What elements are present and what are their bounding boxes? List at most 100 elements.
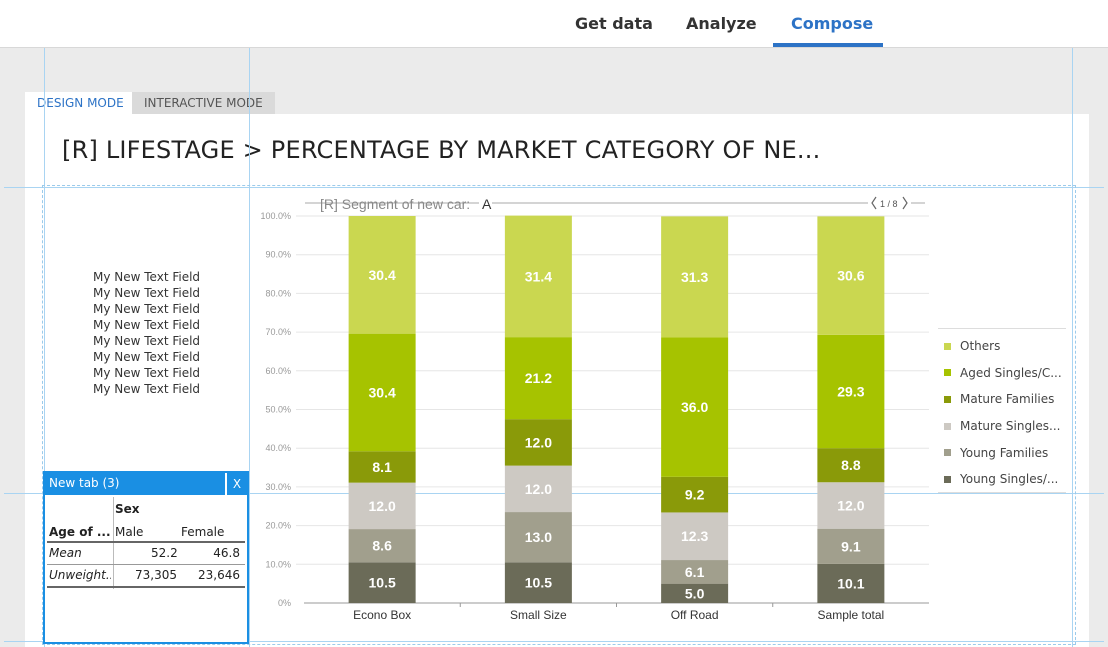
text-field-line: My New Text Field [93,382,201,396]
bar-segment[interactable] [817,563,885,603]
filter-value[interactable]: A [482,196,492,212]
bar-segment[interactable] [817,216,885,335]
data-label: 12.0 [525,434,552,450]
data-label: 10.5 [525,575,552,591]
filter-label: [R] Segment of new car: [320,196,470,212]
bar-segment[interactable] [504,419,572,466]
crosstab-row-label: Mean [49,546,82,560]
bar-segment[interactable] [348,529,416,563]
crosstab-rule [47,586,245,588]
layout-guide-vertical [44,48,45,647]
text-field-line: My New Text Field [93,318,201,332]
data-label: 9.1 [841,538,861,554]
text-field-line: My New Text Field [93,350,201,364]
tab-interactive-mode[interactable]: INTERACTIVE MODE [132,92,275,114]
data-label: 8.6 [372,538,392,554]
bar-segment[interactable] [817,334,885,449]
crosstab-rule [47,564,245,565]
page-title[interactable]: [R] LIFESTAGE > PERCENTAGE BY MARKET CAT… [62,136,821,164]
crosstab-col-header: Female [181,525,225,539]
crosstab-col-header: Male [115,525,144,539]
close-icon[interactable]: X [225,473,247,495]
data-label: 9.2 [685,487,705,503]
layout-guide-vertical [249,48,250,647]
bar-segment[interactable] [348,333,416,452]
bar-segment[interactable] [504,562,572,603]
bar-segment[interactable] [661,583,729,603]
legend-label: Others [960,339,1001,354]
legend-item[interactable]: Aged Singles/C... [938,360,1066,387]
selection-frame [42,185,1076,645]
data-label: 31.4 [525,268,552,284]
crosstab-rule [47,541,245,543]
y-tick-label: 20.0% [265,521,291,531]
crosstab-cell: 46.8 [213,546,240,560]
y-tick-label: 30.0% [265,482,291,492]
top-nav-bar: Get data Analyze Compose [0,0,1108,48]
legend-item[interactable]: Others [938,333,1066,360]
bar-segment[interactable] [817,482,885,529]
data-label: 6.1 [685,564,705,580]
bar-segment[interactable] [504,512,572,563]
legend-swatch [944,422,951,430]
crosstab-cell: 23,646 [198,568,240,582]
crosstab-divider [113,497,114,589]
bar-segment[interactable] [661,337,729,477]
data-label: 36.0 [681,399,708,415]
crosstab-row-label: Unweight... [49,568,111,582]
legend-label: Mature Families [960,392,1055,407]
y-tick-label: 90.0% [265,250,291,260]
x-category-label: Off Road [671,608,719,622]
tab-design-mode[interactable]: DESIGN MODE [25,92,136,114]
x-category-label: Econo Box [353,608,411,622]
nav-compose[interactable]: Compose [791,14,874,33]
data-label: 10.5 [369,575,396,591]
chevron-left-icon[interactable] [871,196,877,210]
nav-get-data[interactable]: Get data [575,14,653,33]
legend-item[interactable]: Young Families [938,439,1066,466]
data-label: 10.1 [837,575,864,591]
bar-segment[interactable] [348,562,416,603]
x-category-label: Sample total [818,608,885,622]
text-field-line: My New Text Field [93,270,201,284]
crosstab-widget[interactable]: New tab (3) X Sex Age of ... Male Female… [43,471,249,644]
bar-segment[interactable] [504,215,572,338]
legend-label: Aged Singles/C... [960,365,1062,380]
data-label: 30.6 [837,268,864,284]
bar-segment[interactable] [661,216,729,338]
bar-segment[interactable] [504,465,572,513]
text-field-line: My New Text Field [93,286,201,300]
bar-segment[interactable] [348,451,416,483]
legend-item[interactable]: Young Singles/... [938,466,1066,493]
y-tick-label: 10.0% [265,559,291,569]
bar-segment[interactable] [817,448,885,483]
data-label: 13.0 [525,529,552,545]
bar-segment[interactable] [661,560,729,584]
bar-segment[interactable] [661,476,729,513]
active-nav-indicator [773,43,883,47]
legend-swatch [944,395,951,403]
y-tick-label: 40.0% [265,443,291,453]
data-label: 8.1 [372,459,392,475]
y-tick-label: 100.0% [260,211,291,221]
bar-segment[interactable] [348,482,416,530]
bar-segment[interactable] [817,528,885,564]
y-tick-label: 80.0% [265,288,291,298]
data-label: 29.3 [837,384,864,400]
crosstab-tab-header[interactable]: New tab (3) X [45,473,247,495]
bar-segment[interactable] [661,512,729,561]
nav-analyze[interactable]: Analyze [686,14,757,33]
text-field[interactable]: My New Text Field My New Text Field My N… [93,269,200,397]
bar-segment[interactable] [348,216,416,334]
legend-item[interactable]: Mature Families [938,386,1066,413]
bar-segment[interactable] [504,337,572,420]
chevron-right-icon[interactable] [902,196,908,210]
data-label: 21.2 [525,370,552,386]
legend-item[interactable]: Mature Singles... [938,413,1066,440]
data-label: 30.4 [369,384,396,400]
text-field-line: My New Text Field [93,334,201,348]
crosstab-col-var: Sex [115,502,140,516]
text-field-line: My New Text Field [93,366,201,380]
crosstab-cell: 52.2 [151,546,178,560]
